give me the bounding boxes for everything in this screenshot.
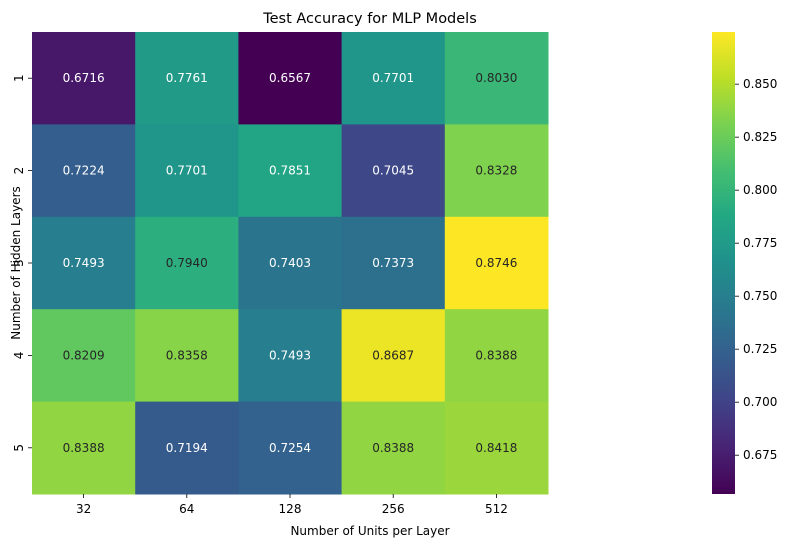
heatmap-cell (238, 401, 343, 495)
cell-value-label: 0.8388 (372, 441, 414, 455)
y-axis-label: Number of Hidden Layers (9, 186, 23, 340)
x-tick-label: 128 (279, 502, 302, 516)
cell-value-label: 0.6716 (63, 71, 105, 85)
heatmap-cell (341, 124, 446, 218)
heatmap-cell (32, 216, 136, 310)
x-tick-label: 64 (179, 502, 194, 516)
heatmap-cell (238, 309, 343, 403)
cell-value-label: 0.7254 (269, 441, 311, 455)
heatmap-cell (32, 309, 136, 403)
heatmap-cell (444, 216, 549, 310)
colorbar-tick-label: 0.775 (743, 236, 777, 250)
colorbar-tick-label: 0.825 (743, 130, 777, 144)
heatmap-cell (341, 32, 446, 125)
heatmap-cell (135, 32, 239, 125)
cell-value-label: 0.7224 (63, 164, 105, 178)
cell-value-label: 0.8328 (475, 164, 517, 178)
y-tick-label: 5 (12, 444, 26, 452)
cell-value-label: 0.7403 (269, 256, 311, 270)
x-axis-label: Number of Units per Layer (290, 524, 449, 538)
colorbar: 0.675 0.700 0.725 0.750 0.775 0.800 0.825 0.850 (712, 32, 777, 494)
heatmap-cell (444, 32, 549, 125)
heatmap-cell (32, 32, 136, 125)
heatmap-cell (135, 124, 239, 218)
chart-title: Test Accuracy for MLP Models (262, 11, 477, 27)
cell-value-label: 0.7701 (166, 164, 208, 178)
colorbar-tick-label: 0.850 (743, 77, 777, 91)
cell-value-label: 0.8388 (475, 348, 517, 362)
cell-value-label: 0.8388 (63, 441, 105, 455)
cell-value-label: 0.8030 (475, 71, 517, 85)
colorbar-tick-label: 0.725 (743, 342, 777, 356)
cell-value-label: 0.7373 (372, 256, 414, 270)
heatmap-cell (341, 309, 446, 403)
y-axis-ticks: 1 2 3 4 5 (12, 74, 32, 452)
cell-value-label: 0.8358 (166, 348, 208, 362)
cell-value-label: 0.8746 (475, 256, 517, 270)
x-tick-label: 32 (76, 502, 91, 516)
colorbar-tick-label: 0.800 (743, 183, 777, 197)
heatmap-cell (444, 309, 549, 403)
cell-value-label: 0.7761 (166, 71, 208, 85)
y-tick-label: 4 (12, 352, 26, 360)
heatmap-cell (32, 401, 136, 495)
cell-value-label: 0.8418 (475, 441, 517, 455)
x-axis-ticks: 32 64 128 256 512 (76, 494, 508, 516)
cell-value-label: 0.7194 (166, 441, 208, 455)
cell-value-label: 0.7493 (63, 256, 105, 270)
x-tick-label: 512 (485, 502, 508, 516)
colorbar-gradient (712, 32, 735, 494)
y-tick-label: 2 (12, 167, 26, 175)
cell-value-label: 0.7701 (372, 71, 414, 85)
heatmap-cell (238, 216, 343, 310)
cell-value-label: 0.7940 (166, 256, 208, 270)
heatmap-cell (135, 401, 239, 495)
y-tick-label: 3 (12, 259, 26, 267)
y-tick-label: 1 (12, 74, 26, 82)
colorbar-tick-label: 0.750 (743, 289, 777, 303)
heatmap-cell (444, 401, 549, 495)
heatmap-cells: 0.6716 0.7761 0.6567 0.7701 0.8030 0.7224 0.77… (32, 32, 549, 495)
colorbar-tick-label: 0.675 (743, 448, 777, 462)
cell-value-label: 0.6567 (269, 71, 311, 85)
cell-value-label: 0.8687 (372, 348, 414, 362)
cell-value-label: 0.7851 (269, 164, 311, 178)
heatmap-cell (341, 216, 446, 310)
heatmap-cell (135, 309, 239, 403)
cell-value-label: 0.7045 (372, 164, 414, 178)
cell-value-label: 0.7493 (269, 348, 311, 362)
heatmap-cell (238, 124, 343, 218)
colorbar-tick-label: 0.700 (743, 395, 777, 409)
cell-value-label: 0.8209 (63, 348, 105, 362)
heatmap-cell (32, 124, 136, 218)
heatmap-cell (444, 124, 549, 218)
heatmap-cell (238, 32, 343, 125)
x-tick-label: 256 (382, 502, 405, 516)
heatmap-cell (341, 401, 446, 495)
heatmap-cell (135, 216, 239, 310)
